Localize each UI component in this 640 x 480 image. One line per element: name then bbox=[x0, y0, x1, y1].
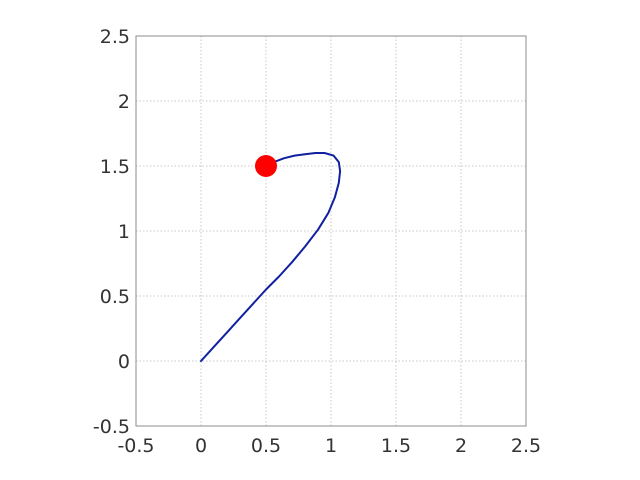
x-tick-label: 0 bbox=[195, 435, 207, 457]
y-tick-label: 2 bbox=[118, 91, 130, 113]
x-tick-label: 2.5 bbox=[511, 435, 541, 457]
grid-lines bbox=[135, 35, 527, 427]
x-tick-label: 1 bbox=[325, 435, 337, 457]
x-axis-tick-labels: -0.5 0 0.5 1 1.5 2 2.5 bbox=[117, 435, 541, 457]
y-tick-label: 0 bbox=[118, 351, 130, 373]
y-tick-label: 0.5 bbox=[100, 286, 130, 308]
current-position-marker bbox=[255, 155, 277, 177]
plot-area-frame bbox=[135, 35, 527, 427]
trajectory-line-0 bbox=[200, 152, 342, 362]
y-tick-label: 2.5 bbox=[100, 26, 130, 48]
y-tick-label: -0.5 bbox=[93, 416, 130, 438]
x-tick-label: 0.5 bbox=[251, 435, 281, 457]
y-tick-label: 1 bbox=[118, 221, 130, 243]
series-group bbox=[200, 152, 342, 362]
y-tick-label: 1.5 bbox=[100, 156, 130, 178]
x-tick-label: 1.5 bbox=[381, 435, 411, 457]
marker-group bbox=[255, 155, 277, 177]
x-tick-label: 2 bbox=[455, 435, 467, 457]
x-tick-label: -0.5 bbox=[117, 435, 154, 457]
y-axis-tick-labels: -0.5 0 0.5 1 1.5 2 2.5 bbox=[93, 26, 130, 438]
